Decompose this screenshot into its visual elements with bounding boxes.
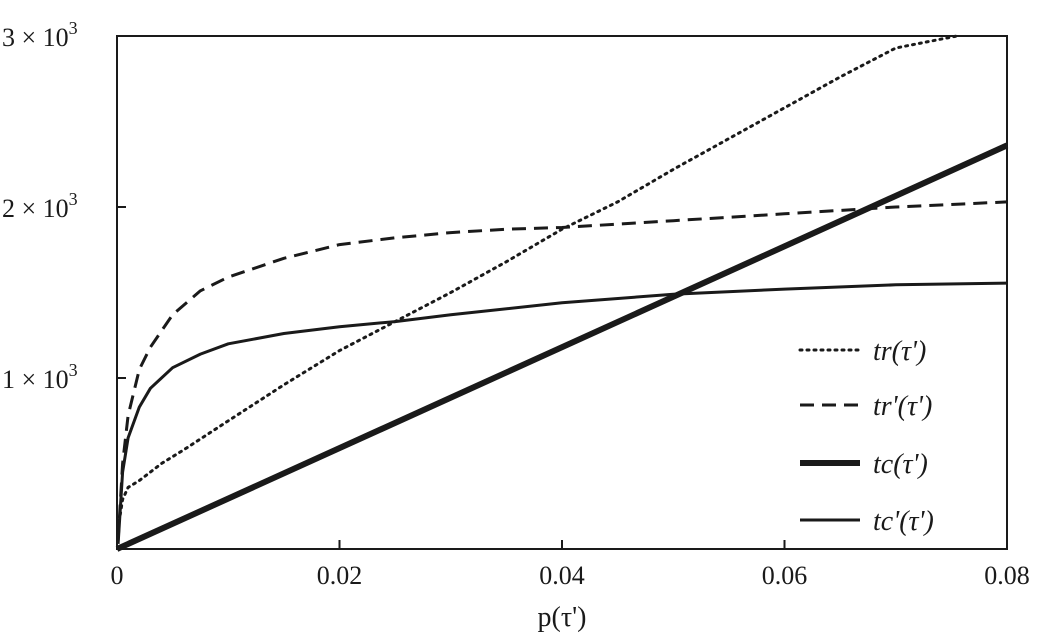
- x-tick-label: 0: [111, 561, 124, 590]
- legend: tr(τ') tr'(τ') tc(τ') tc'(τ'): [798, 336, 934, 537]
- y-tick-mantissa: 2 × 10: [2, 194, 69, 223]
- y-tick-exponent: 3: [69, 18, 78, 38]
- legend-label: tc(τ'): [873, 449, 928, 480]
- y-tick-exponent: 3: [69, 360, 78, 380]
- x-tick-label: 0.06: [762, 561, 808, 590]
- x-tick-label: 0.08: [984, 561, 1030, 590]
- y-tick-label: 2 × 103: [2, 189, 78, 223]
- x-tick-label: 0.02: [317, 561, 363, 590]
- series-line-3: [116, 281, 1008, 544]
- legend-label: tr(τ'): [873, 336, 926, 367]
- series-line-1: [116, 200, 1008, 541]
- legend-label: tr'(τ'): [873, 391, 932, 422]
- y-tick-exponent: 3: [69, 189, 78, 209]
- y-tick-mantissa: 3 × 10: [2, 23, 69, 52]
- y-tick-label: 3 × 103: [2, 18, 78, 52]
- x-axis-label: p(τ'): [538, 602, 587, 633]
- series-lines: [115, 34, 1009, 552]
- y-tick-label: 1 × 103: [2, 360, 78, 394]
- x-tick-label: 0.04: [539, 561, 585, 590]
- y-tick-mantissa: 1 × 10: [2, 365, 69, 394]
- legend-label: tc'(τ'): [873, 506, 934, 537]
- series-line-0: [116, 34, 959, 530]
- series-line-2: [115, 142, 1009, 552]
- x-axis-ticks: 0 0.02 0.04 0.06 0.08: [111, 540, 1030, 590]
